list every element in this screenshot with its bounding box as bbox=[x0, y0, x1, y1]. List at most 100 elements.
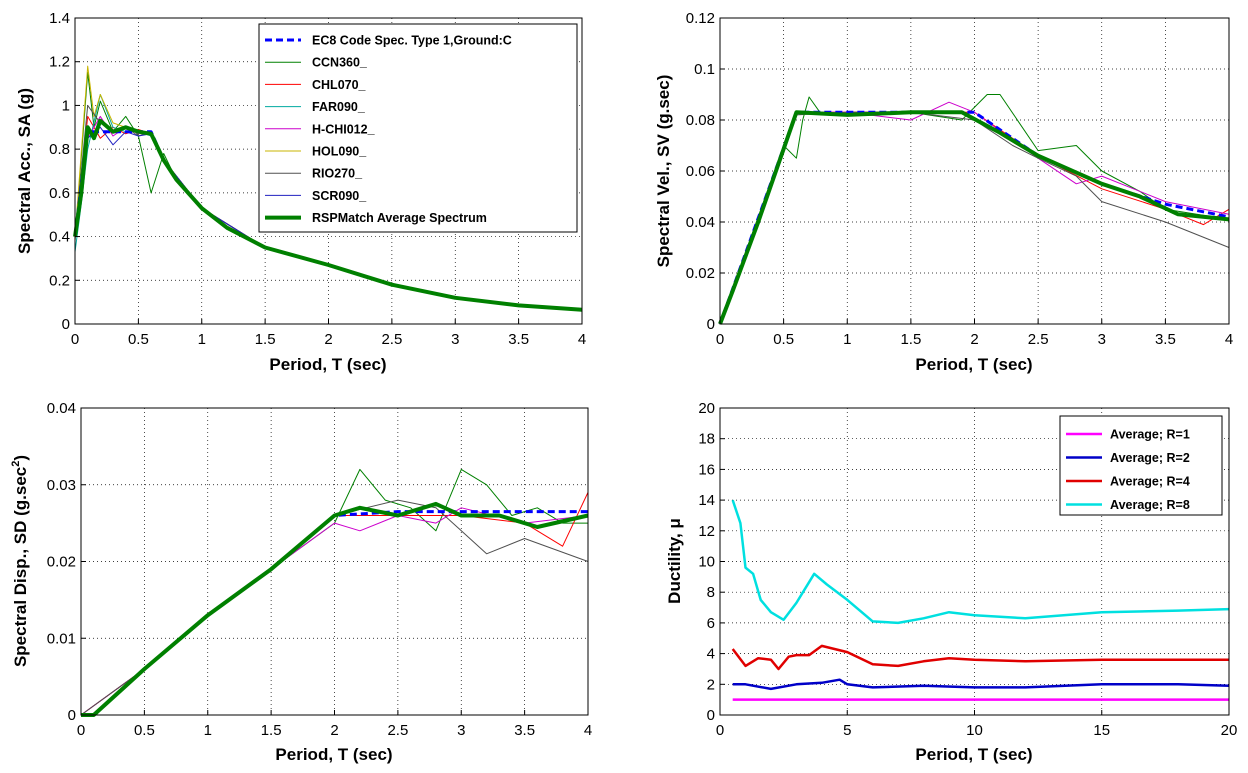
x-tick-label: 2 bbox=[970, 331, 978, 348]
y-tick-label: 2 bbox=[707, 676, 715, 693]
y-tick-label: 0.2 bbox=[49, 272, 70, 289]
x-tick-label: 0.5 bbox=[128, 331, 149, 348]
y-tick-label: 4 bbox=[707, 646, 715, 663]
y-tick-label: 1.2 bbox=[49, 54, 70, 71]
y-tick-label: 0 bbox=[707, 316, 715, 333]
x-tick-label: 2.5 bbox=[1028, 331, 1049, 348]
legend-label: SCR090_ bbox=[312, 189, 367, 203]
x-tick-label: 2 bbox=[324, 331, 332, 348]
series-line-rspmatch-average-spectrum bbox=[718, 110, 1230, 325]
legend-label: FAR090_ bbox=[312, 100, 366, 114]
series-group bbox=[731, 499, 1230, 701]
y-tick-label: 0.1 bbox=[694, 61, 715, 78]
x-tick-label: 0 bbox=[71, 331, 79, 348]
x-tick-label: 4 bbox=[578, 331, 586, 348]
panel-spectral-acceleration: 0 0.5 1 1.5 2 2.5 3 3.5 4 0 0.2 0.4 0.6 0.8 1 1.2 1.4 Pe… bbox=[15, 10, 586, 374]
y-tick-label: 20 bbox=[698, 400, 715, 417]
legend-label: CCN360_ bbox=[312, 56, 368, 70]
y-tick-label: 18 bbox=[698, 431, 715, 448]
x-tick-label: 3 bbox=[1098, 331, 1106, 348]
x-axis-label: Period, T (sec) bbox=[915, 355, 1032, 374]
x-tick-label: 1.5 bbox=[255, 331, 276, 348]
y-tick-label: 0.02 bbox=[686, 265, 715, 282]
panel-spectral-velocity: 0 0.5 1 1.5 2 2.5 3 3.5 4 0 0.02 0.04 0.06 0.08 0.1 0.1… bbox=[654, 10, 1233, 374]
legend-label: Average; R=8 bbox=[1110, 498, 1190, 512]
axis-ticks: 0 5 10 15 20 0 2 4 6 8 10 12 14 16 18 20 bbox=[698, 400, 1237, 739]
y-axis-label: Ductility, μ bbox=[665, 518, 684, 604]
y-tick-label: 0.12 bbox=[686, 10, 715, 27]
x-tick-label: 1.5 bbox=[261, 722, 282, 739]
x-tick-label: 0 bbox=[716, 722, 724, 739]
x-tick-label: 2 bbox=[330, 722, 338, 739]
x-tick-label: 3 bbox=[457, 722, 465, 739]
panel-spectral-displacement: 0 0.5 1 1.5 2 2.5 3 3.5 4 0 0.01 0.02 0.03 0.04 Perio… bbox=[10, 400, 592, 764]
x-tick-label: 4 bbox=[1225, 331, 1233, 348]
y-tick-label: 0.03 bbox=[47, 477, 76, 494]
y-tick-label: 0.6 bbox=[49, 185, 70, 202]
series-line-average-r-4 bbox=[731, 644, 1229, 671]
legend-label: RIO270_ bbox=[312, 167, 363, 181]
y-tick-label: 0.4 bbox=[49, 229, 70, 246]
y-tick-label: 1.4 bbox=[49, 10, 70, 27]
axis-ticks: 0 0.5 1 1.5 2 2.5 3 3.5 4 0 0.02 0.04 0.06 0.08 0.1 0.1… bbox=[686, 10, 1233, 348]
y-axis-label: Spectral Disp., SD (g.sec2) bbox=[10, 455, 30, 667]
y-tick-label: 8 bbox=[707, 584, 715, 601]
x-tick-label: 1 bbox=[843, 331, 851, 348]
y-tick-label: 0.8 bbox=[49, 141, 70, 158]
x-tick-label: 0 bbox=[77, 722, 85, 739]
series-line-rspmatch-average-spectrum bbox=[81, 501, 589, 717]
series-line-average-r-8 bbox=[731, 499, 1230, 625]
y-axis-label: Spectral Acc., SA (g) bbox=[15, 88, 34, 254]
x-tick-label: 2.5 bbox=[381, 331, 402, 348]
y-tick-label: 0 bbox=[68, 707, 76, 724]
legend-label: HOL090_ bbox=[312, 145, 367, 159]
y-tick-label: 14 bbox=[698, 492, 715, 509]
x-axis-label: Period, T (sec) bbox=[275, 745, 392, 764]
x-tick-label: 2.5 bbox=[387, 722, 408, 739]
grid-lines bbox=[81, 408, 588, 715]
y-tick-label: 0.08 bbox=[686, 112, 715, 129]
x-tick-label: 3 bbox=[451, 331, 459, 348]
x-tick-label: 10 bbox=[966, 722, 983, 739]
x-tick-label: 1.5 bbox=[900, 331, 921, 348]
y-tick-label: 12 bbox=[698, 523, 715, 540]
y-tick-label: 6 bbox=[707, 615, 715, 632]
series-group bbox=[73, 65, 583, 312]
y-tick-label: 0 bbox=[707, 707, 715, 724]
x-tick-label: 4 bbox=[584, 722, 592, 739]
x-tick-label: 15 bbox=[1093, 722, 1110, 739]
legend-label: Average; R=1 bbox=[1110, 428, 1190, 442]
legend-label: H-CHI012_ bbox=[312, 122, 376, 136]
legend-label: RSPMatch Average Spectrum bbox=[312, 211, 487, 225]
legend-label: Average; R=2 bbox=[1110, 451, 1190, 465]
x-tick-label: 1 bbox=[198, 331, 206, 348]
x-tick-label: 3.5 bbox=[1155, 331, 1176, 348]
axis-ticks: 0 0.5 1 1.5 2 2.5 3 3.5 4 0 0.01 0.02 0.03 0.04 bbox=[47, 400, 592, 739]
axis-ticks: 0 0.5 1 1.5 2 2.5 3 3.5 4 0 0.2 0.4 0.6 0.8 1 1.2 1.4 bbox=[49, 10, 586, 348]
legend-label: EC8 Code Spec. Type 1,Ground:C bbox=[312, 34, 512, 48]
series-group bbox=[80, 468, 589, 717]
x-tick-label: 5 bbox=[843, 722, 851, 739]
x-tick-label: 0.5 bbox=[773, 331, 794, 348]
legend: EC8 Code Spec. Type 1,Ground:C CCN360_ CHL… bbox=[258, 23, 578, 233]
y-tick-label: 0.04 bbox=[686, 214, 715, 231]
y-tick-label: 16 bbox=[698, 461, 715, 478]
x-tick-label: 3.5 bbox=[508, 331, 529, 348]
y-tick-label: 0.02 bbox=[47, 554, 76, 571]
x-tick-label: 3.5 bbox=[514, 722, 535, 739]
series-line-rspmatch-average-spectrum bbox=[73, 118, 583, 312]
y-axis-label: Spectral Vel., SV (g.sec) bbox=[654, 75, 673, 268]
y-tick-label: 0.04 bbox=[47, 400, 76, 417]
series-group bbox=[718, 94, 1230, 325]
y-tick-label: 0.06 bbox=[686, 163, 715, 180]
legend-label: CHL070_ bbox=[312, 78, 367, 92]
x-axis-label: Period, T (sec) bbox=[915, 745, 1032, 764]
y-tick-label: 0 bbox=[62, 316, 70, 333]
legend-label: Average; R=4 bbox=[1110, 475, 1190, 489]
series-line-average-r-2 bbox=[732, 678, 1230, 691]
x-tick-label: 0.5 bbox=[134, 722, 155, 739]
series-line-ccn360- bbox=[719, 94, 1230, 325]
grid-lines bbox=[720, 18, 1229, 324]
